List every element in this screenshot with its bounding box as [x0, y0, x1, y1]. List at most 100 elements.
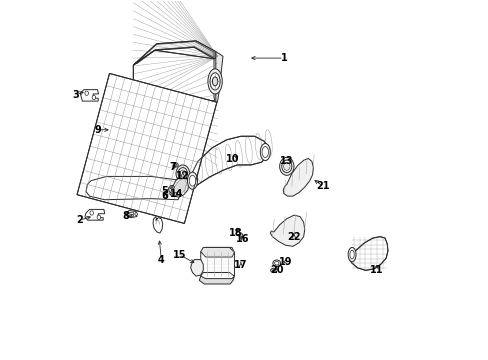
Ellipse shape	[121, 180, 123, 182]
Text: 6: 6	[161, 191, 168, 201]
Ellipse shape	[169, 185, 174, 189]
Ellipse shape	[174, 164, 176, 166]
Ellipse shape	[91, 190, 93, 192]
Text: 11: 11	[369, 265, 383, 275]
Ellipse shape	[236, 229, 237, 231]
Ellipse shape	[141, 190, 143, 192]
Text: 17: 17	[234, 260, 247, 270]
Ellipse shape	[121, 190, 123, 192]
Text: 1: 1	[280, 53, 287, 63]
Ellipse shape	[131, 185, 133, 187]
Ellipse shape	[270, 268, 277, 273]
Ellipse shape	[272, 270, 275, 271]
Ellipse shape	[161, 195, 163, 197]
Ellipse shape	[101, 180, 103, 182]
Ellipse shape	[171, 193, 173, 194]
Polygon shape	[171, 178, 186, 196]
Ellipse shape	[151, 190, 153, 192]
Ellipse shape	[349, 250, 353, 259]
Text: 18: 18	[228, 228, 242, 238]
Ellipse shape	[161, 180, 163, 182]
Ellipse shape	[180, 170, 185, 177]
Polygon shape	[153, 217, 163, 233]
Ellipse shape	[85, 91, 88, 95]
Text: 13: 13	[280, 156, 293, 166]
Bar	[126, 212, 132, 216]
Ellipse shape	[90, 211, 93, 215]
Text: 7: 7	[169, 162, 176, 172]
Polygon shape	[270, 215, 304, 246]
Ellipse shape	[111, 185, 113, 187]
Ellipse shape	[210, 73, 220, 90]
Text: 14: 14	[169, 189, 183, 199]
Ellipse shape	[91, 180, 93, 182]
Ellipse shape	[171, 186, 173, 188]
Text: 2: 2	[76, 215, 83, 225]
Ellipse shape	[121, 185, 123, 187]
Ellipse shape	[121, 195, 123, 197]
Ellipse shape	[131, 180, 133, 182]
Ellipse shape	[141, 180, 143, 182]
Text: 15: 15	[172, 249, 185, 260]
Ellipse shape	[262, 147, 268, 157]
Ellipse shape	[178, 168, 187, 180]
Polygon shape	[77, 73, 217, 224]
Ellipse shape	[135, 213, 137, 216]
Ellipse shape	[239, 233, 242, 238]
Ellipse shape	[283, 162, 289, 170]
Text: 8: 8	[122, 211, 129, 221]
Ellipse shape	[161, 185, 163, 187]
Ellipse shape	[274, 261, 278, 265]
Ellipse shape	[111, 190, 113, 192]
Ellipse shape	[212, 77, 217, 86]
Polygon shape	[86, 176, 182, 200]
Ellipse shape	[92, 95, 96, 100]
Ellipse shape	[151, 180, 153, 182]
Ellipse shape	[235, 228, 238, 232]
Ellipse shape	[272, 260, 280, 266]
Ellipse shape	[131, 190, 133, 192]
Text: 9: 9	[95, 125, 102, 135]
Ellipse shape	[207, 69, 222, 94]
Ellipse shape	[111, 195, 113, 197]
Polygon shape	[201, 247, 234, 276]
Ellipse shape	[260, 143, 270, 161]
Text: 5: 5	[161, 186, 168, 197]
Polygon shape	[190, 260, 203, 276]
Ellipse shape	[141, 195, 143, 197]
Ellipse shape	[101, 190, 103, 192]
Polygon shape	[133, 41, 215, 65]
Text: 16: 16	[236, 234, 249, 244]
Polygon shape	[85, 210, 104, 220]
Polygon shape	[187, 136, 269, 186]
Ellipse shape	[161, 190, 163, 192]
Ellipse shape	[101, 185, 103, 187]
Polygon shape	[125, 211, 137, 218]
Text: 4: 4	[158, 255, 164, 265]
Ellipse shape	[91, 195, 93, 197]
Polygon shape	[133, 50, 215, 108]
Text: 22: 22	[286, 232, 300, 242]
Text: 12: 12	[176, 171, 189, 181]
Polygon shape	[349, 237, 387, 270]
Ellipse shape	[91, 185, 93, 187]
Ellipse shape	[101, 195, 103, 197]
Polygon shape	[201, 247, 234, 257]
Polygon shape	[168, 176, 188, 197]
Ellipse shape	[187, 172, 197, 189]
Text: 10: 10	[226, 154, 239, 164]
Ellipse shape	[176, 165, 189, 182]
Ellipse shape	[131, 195, 133, 197]
Ellipse shape	[173, 163, 178, 167]
Ellipse shape	[97, 215, 101, 220]
Text: 20: 20	[269, 265, 283, 275]
Polygon shape	[80, 90, 99, 101]
Ellipse shape	[281, 160, 291, 173]
Text: 3: 3	[72, 90, 79, 100]
Text: 19: 19	[279, 257, 292, 267]
Ellipse shape	[347, 247, 355, 262]
Ellipse shape	[169, 192, 174, 195]
Polygon shape	[214, 51, 223, 105]
Ellipse shape	[189, 175, 195, 186]
Ellipse shape	[111, 180, 113, 182]
